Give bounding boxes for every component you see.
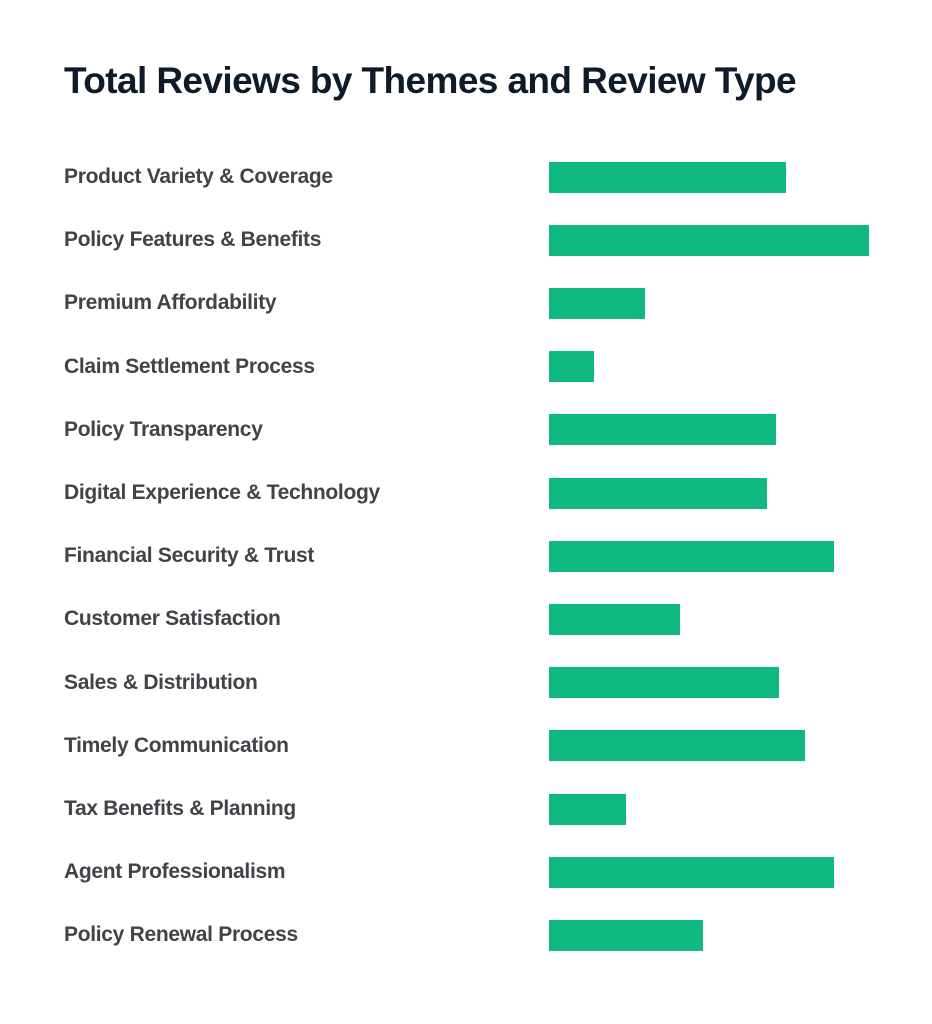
- category-label: Tax Benefits & Planning: [64, 797, 296, 820]
- bar: [549, 603, 681, 635]
- bar: [549, 351, 594, 383]
- category-label: Digital Experience & Technology: [64, 481, 380, 504]
- category-label: Claim Settlement Process: [64, 354, 315, 378]
- bar: [549, 540, 834, 572]
- category-label: Timely Communication: [64, 733, 289, 757]
- bar: [549, 730, 805, 762]
- category-label: Financial Security & Trust: [64, 544, 315, 568]
- category-label: Premium Affordability: [64, 291, 277, 315]
- category-label: Product Variety & Coverage: [64, 165, 333, 188]
- chart-title: Total Reviews by Themes and Review Type: [64, 60, 797, 101]
- bar: [549, 856, 834, 888]
- bar: [549, 793, 626, 825]
- category-label: Agent Professionalism: [64, 860, 286, 884]
- category-label: Policy Renewal Process: [64, 923, 298, 947]
- bar: [549, 287, 645, 319]
- bar: [549, 477, 767, 509]
- bar: [549, 667, 780, 699]
- category-label: Sales & Distribution: [64, 670, 258, 694]
- bar: [549, 161, 786, 193]
- category-label: Customer Satisfaction: [64, 607, 281, 631]
- bar: [549, 414, 777, 446]
- bar: [549, 919, 703, 951]
- category-label: Policy Features & Benefits: [64, 228, 322, 252]
- category-label: Policy Transparency: [64, 417, 263, 441]
- bar: [549, 224, 869, 256]
